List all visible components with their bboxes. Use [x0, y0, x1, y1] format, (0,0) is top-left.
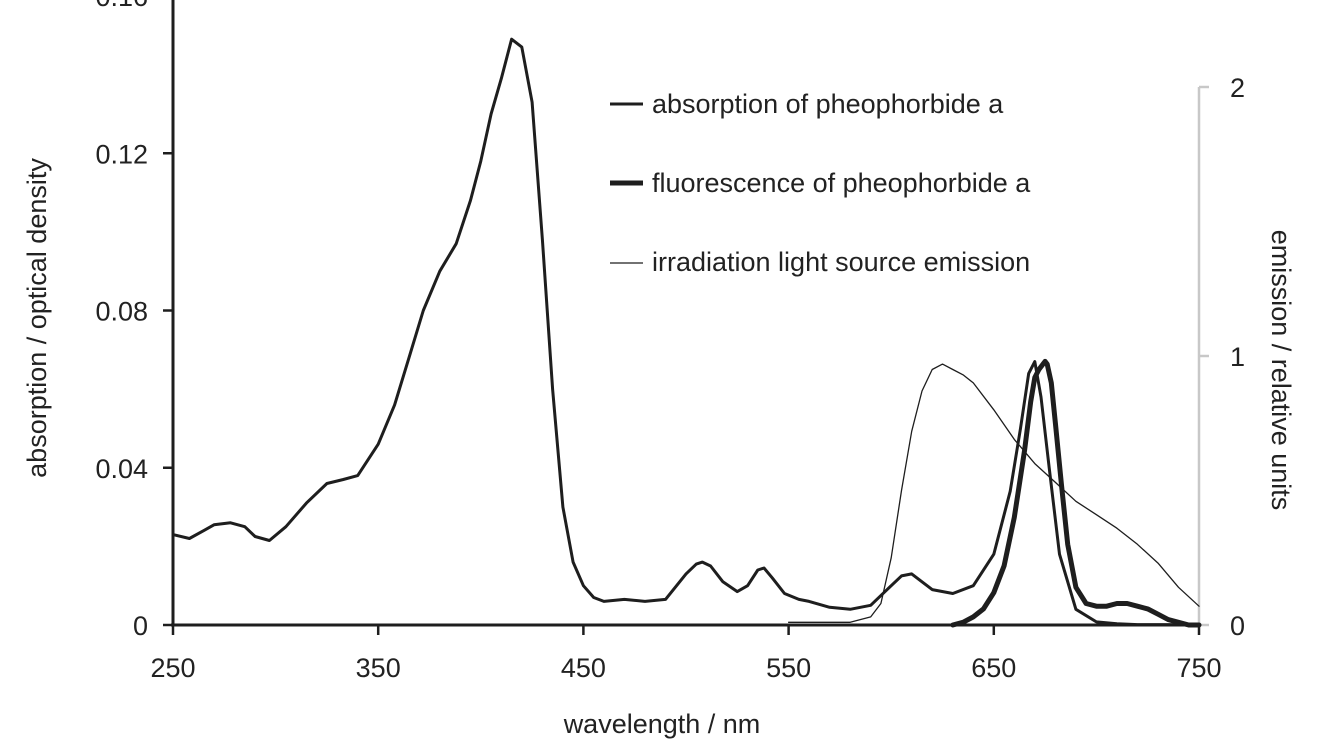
x-tick-label: 450 — [561, 653, 606, 683]
legend: absorption of pheophorbide a fluorescenc… — [610, 89, 1031, 277]
y2-axis-label: emission / relative units — [1266, 230, 1296, 511]
y-axis-label: absorption / optical density — [22, 158, 52, 478]
y2-tick-label: 1 — [1230, 342, 1245, 372]
series-line-irradiation — [787, 363, 1200, 623]
legend-label-absorption: absorption of pheophorbide a — [652, 89, 1004, 119]
x-tick-label: 650 — [971, 653, 1016, 683]
series-lines — [171, 37, 1202, 628]
x-tick-label: 750 — [1176, 653, 1221, 683]
y-tick-label: 0.16 — [95, 0, 148, 12]
x-axis-label: wavelength / nm — [563, 709, 761, 739]
legend-label-fluorescence: fluorescence of pheophorbide a — [652, 168, 1031, 198]
legend-label-light-source: irradiation light source emission — [652, 247, 1030, 277]
x-tick-label: 550 — [766, 653, 811, 683]
ticks: 250 350 450 550 650 750 0 0.04 0.08 0.12 0.16 0 1 2 — [95, 0, 1245, 683]
y-tick-label: 0 — [133, 611, 148, 641]
x-tick-label: 250 — [150, 653, 195, 683]
y-tick-label: 0.12 — [95, 139, 148, 169]
y-tick-label: 0.08 — [95, 297, 148, 327]
y2-tick-label: 2 — [1230, 73, 1245, 103]
series-line-absorption — [171, 37, 1201, 627]
x-tick-label: 350 — [356, 653, 401, 683]
series-line-fluorescence — [950, 358, 1202, 628]
y-tick-label: 0.04 — [95, 454, 148, 484]
y2-tick-label: 0 — [1230, 611, 1245, 641]
